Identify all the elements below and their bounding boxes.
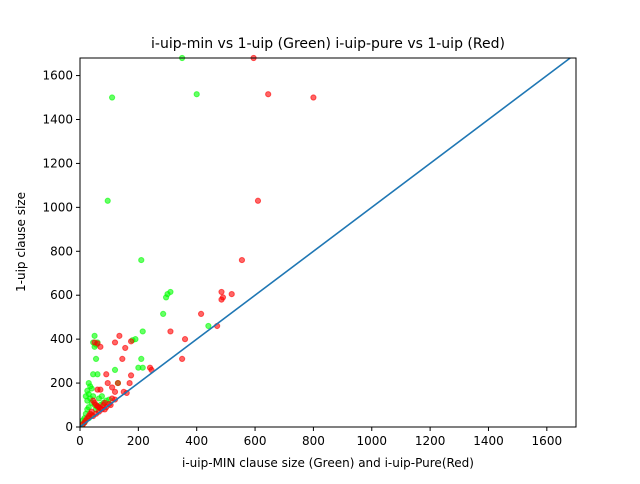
x-axis: 0 200 400 600 800 1000 1200 1400 1600 <box>76 427 562 448</box>
y-tick-label: 1400 <box>42 113 73 127</box>
green-data-point <box>108 94 116 101</box>
y-tick-label: 1600 <box>42 69 73 83</box>
x-tick-label: 0 <box>76 434 84 448</box>
red-data-point <box>310 94 317 101</box>
red-data-point <box>103 371 110 378</box>
x-axis-label: i-uip-MIN clause size (Green) and i-uip-… <box>182 456 474 470</box>
green-data-point <box>91 332 98 339</box>
red-data-point <box>238 256 246 264</box>
x-tick-label: 1400 <box>473 434 504 448</box>
red-data-point <box>197 310 205 317</box>
red-data-point <box>119 355 126 363</box>
red-data-point <box>167 328 174 335</box>
x-tick-label: 400 <box>185 434 208 448</box>
plot-frame <box>79 57 577 428</box>
red-data-point <box>228 291 235 298</box>
green-data-point <box>98 393 105 400</box>
green-data-point <box>94 371 101 378</box>
red-data-point <box>114 379 122 387</box>
y-tick-label: 600 <box>50 288 73 302</box>
green-data-point <box>138 256 145 264</box>
red-data-point <box>94 340 101 347</box>
green-data-point <box>139 364 146 371</box>
green-data-point <box>205 322 212 330</box>
y-axis-label: 1-uip clause size <box>14 192 28 292</box>
y-tick-label: 800 <box>50 244 73 258</box>
red-data-point <box>179 355 186 363</box>
x-tick-label: 1200 <box>415 434 446 448</box>
chart-title: i-uip-min vs 1-uip (Green) i-uip-pure vs… <box>151 36 505 52</box>
red-data-point <box>181 336 189 343</box>
y-tick-label: 1000 <box>42 200 73 214</box>
red-data-point <box>218 288 225 296</box>
red-data-point <box>108 384 116 391</box>
plot-area <box>80 54 571 427</box>
green-data-point <box>139 328 146 335</box>
green-data-point <box>160 310 167 317</box>
x-tick-label: 1000 <box>356 434 387 448</box>
y-tick-label: 0 <box>65 420 73 434</box>
green-data-point <box>138 355 145 363</box>
red-data-point <box>104 379 111 387</box>
red-data-point <box>254 197 262 204</box>
x-tick-label: 600 <box>244 434 267 448</box>
green-data-point <box>111 366 119 373</box>
green-data-point <box>193 91 200 98</box>
green-data-point <box>92 355 100 363</box>
x-tick-label: 800 <box>302 434 325 448</box>
red-data-point <box>97 386 104 393</box>
y-tick-label: 400 <box>50 332 73 346</box>
y-axis: 0 200 400 600 800 1000 1200 1400 1600 <box>42 69 80 434</box>
red-data-point <box>122 344 129 352</box>
x-tick-label: 200 <box>127 434 150 448</box>
red-data-point <box>111 339 119 346</box>
green-data-point <box>162 294 170 301</box>
x-tick-label: 1600 <box>532 434 563 448</box>
y-tick-label: 200 <box>50 376 73 390</box>
red-data-point <box>218 296 225 303</box>
y-tick-label: 1200 <box>42 156 73 170</box>
green-data-point <box>88 385 95 392</box>
red-data-point <box>127 338 135 345</box>
red-data-point <box>265 91 272 98</box>
red-data-point <box>127 372 135 379</box>
red-data-point <box>126 379 133 387</box>
diagonal-reference-line <box>80 57 571 427</box>
red-data-point <box>116 332 123 339</box>
red-data-point <box>111 388 119 395</box>
green-data-point <box>104 197 111 204</box>
